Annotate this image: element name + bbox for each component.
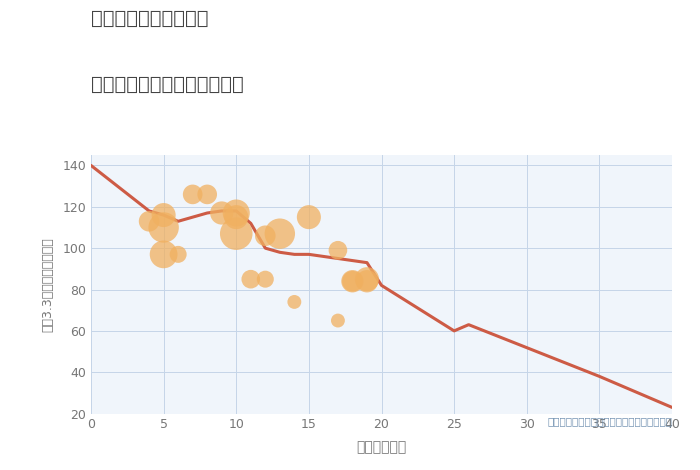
Point [144,218,155,225]
Point [172,251,183,258]
Text: 築年数別中古マンション価格: 築年数別中古マンション価格 [91,75,244,94]
Point [289,298,300,306]
Point [245,275,256,283]
X-axis label: 築年数（年）: 築年数（年） [356,440,407,454]
Text: 円の大きさは、取引のあった物件面積を示す: 円の大きさは、取引のあった物件面積を示す [547,416,672,426]
Point [303,213,314,221]
Point [274,230,286,237]
Point [361,277,372,285]
Point [260,232,271,240]
Point [231,230,242,237]
Point [332,246,344,254]
Point [216,209,228,217]
Point [346,277,358,285]
Point [231,213,242,221]
Point [260,275,271,283]
Point [361,275,372,283]
Point [346,277,358,285]
Point [332,317,344,324]
Point [158,212,169,219]
Point [187,191,198,198]
Point [231,209,242,217]
Point [158,224,169,231]
Text: 神奈川県小田原市扇町: 神奈川県小田原市扇町 [91,9,209,28]
Y-axis label: 坪（3.3㎡）単価（万円）: 坪（3.3㎡）単価（万円） [41,237,54,332]
Point [158,251,169,258]
Point [202,191,213,198]
